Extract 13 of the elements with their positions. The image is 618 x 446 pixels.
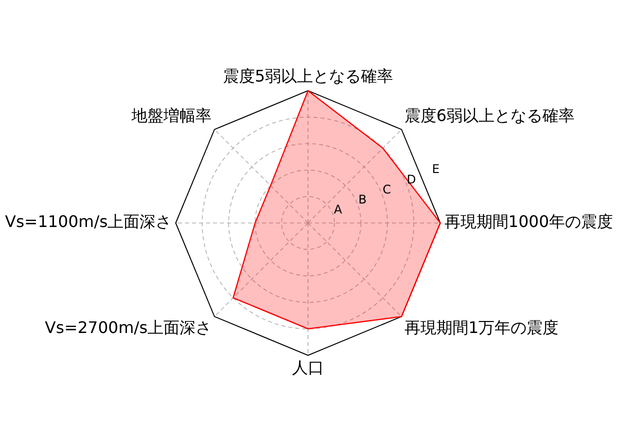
y-tick-label: B: [358, 192, 367, 207]
spoke-label: Vs=1100m/s上面深さ: [5, 212, 172, 232]
spoke-label: 再現期間1万年の震度: [404, 318, 559, 338]
spoke-label: 再現期間1000年の震度: [444, 212, 613, 232]
y-tick-label: E: [432, 162, 440, 176]
spoke-label: 地盤増幅率: [130, 106, 212, 126]
spoke-label: 震度5弱以上となる確率: [222, 66, 394, 86]
y-tick-label: D: [406, 172, 416, 186]
spoke-label: 震度6弱以上となる確率: [404, 106, 575, 126]
spoke-label: 人口: [292, 358, 324, 378]
y-tick-label: A: [334, 202, 343, 217]
y-tick-label: C: [382, 182, 392, 196]
spoke-label: Vs=2700m/s上面深さ: [44, 318, 212, 338]
